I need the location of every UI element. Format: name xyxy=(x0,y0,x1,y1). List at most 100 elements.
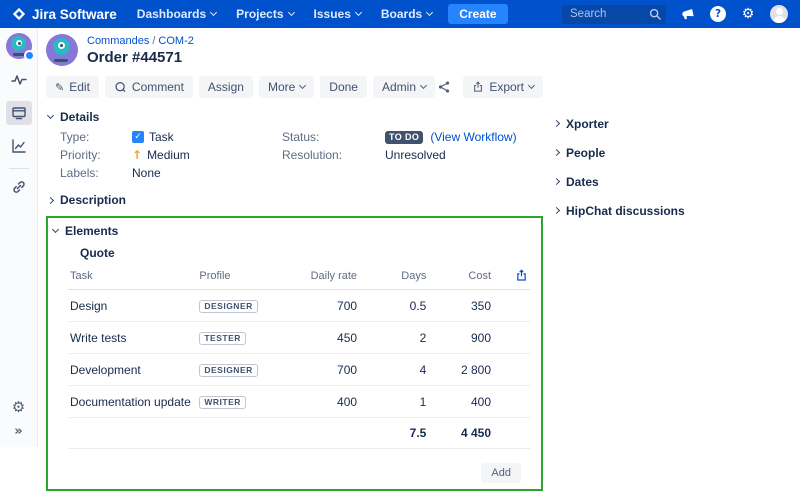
col-days: Days xyxy=(359,263,429,290)
type-label: Type: xyxy=(60,130,90,144)
table-row[interactable]: Development DESIGNER 700 4 2 800 xyxy=(68,353,530,386)
chevron-right-icon xyxy=(552,206,561,215)
comment-bubble-icon xyxy=(115,81,126,92)
project-settings-gear-icon[interactable]: ⚙ xyxy=(11,398,26,416)
sidebar-bottom: ⚙ » xyxy=(12,398,25,439)
table-export-button[interactable] xyxy=(515,269,528,282)
issue-header: Commandes / COM-2 Order #44571 xyxy=(46,34,543,66)
sidebar-item-board[interactable] xyxy=(5,101,32,125)
priority-value: ↑ Medium xyxy=(132,148,190,162)
done-button[interactable]: Done xyxy=(320,76,367,98)
search-icon xyxy=(649,9,661,21)
settings-gear-icon[interactable]: ⚙ xyxy=(741,6,755,22)
help-icon[interactable]: ? xyxy=(710,6,726,22)
panel-hipchat[interactable]: HipChat discussions xyxy=(552,196,790,225)
chevron-down-icon xyxy=(527,81,536,90)
type-value: ✓ Task xyxy=(132,130,282,144)
chevron-down-icon xyxy=(354,8,362,17)
resolution-label: Resolution: xyxy=(282,148,343,162)
status-label: Status: xyxy=(282,130,320,144)
share-icon xyxy=(439,81,450,93)
sidebar-item-activity[interactable] xyxy=(6,68,32,92)
jira-logo[interactable]: Jira Software xyxy=(12,7,117,22)
feedback-megaphone-icon[interactable] xyxy=(679,5,697,23)
chevron-right-icon xyxy=(552,119,561,128)
quote-table: Task Profile Daily rate Days Cost xyxy=(68,263,530,449)
quote-title: Quote xyxy=(80,246,115,260)
menu-boards[interactable]: Boards xyxy=(381,7,434,21)
main-menu: Dashboards Projects Issues Boards xyxy=(137,7,434,21)
menu-issues[interactable]: Issues xyxy=(314,7,362,21)
chart-icon xyxy=(11,139,26,153)
quote-table-header-row: Task Profile Daily rate Days Cost xyxy=(68,263,530,290)
panel-people[interactable]: People xyxy=(552,138,790,167)
board-badge-icon xyxy=(23,50,35,61)
total-cost: 4 450 xyxy=(428,417,494,449)
app-body: ⚙ » Commandes / COM-2 xyxy=(0,28,800,491)
project-avatar[interactable] xyxy=(5,33,35,61)
assign-button[interactable]: Assign xyxy=(198,76,253,98)
share-button[interactable] xyxy=(437,80,451,94)
sidebar-item-reports[interactable] xyxy=(6,134,32,158)
edit-button[interactable]: ✎ Edit xyxy=(46,76,99,98)
breadcrumb-issue-link[interactable]: COM-2 xyxy=(158,34,194,47)
pencil-icon: ✎ xyxy=(55,80,65,94)
chevron-down-icon xyxy=(287,8,295,17)
issue-project-avatar[interactable] xyxy=(46,34,78,66)
totals-row: 7.5 4 450 xyxy=(68,417,530,449)
labels-label: Labels: xyxy=(60,166,99,180)
chevron-down-icon xyxy=(46,111,55,120)
comment-button[interactable]: Comment xyxy=(104,76,193,98)
profile-badge: TESTER xyxy=(199,331,246,345)
pulse-icon xyxy=(10,75,27,85)
link-icon xyxy=(12,181,25,193)
create-button[interactable]: Create xyxy=(448,4,508,24)
main-content: Commandes / COM-2 Order #44571 ✎ Edit Comme… xyxy=(38,28,800,491)
chevron-down-icon xyxy=(210,8,218,17)
col-cost: Cost xyxy=(428,263,494,290)
user-avatar[interactable] xyxy=(770,5,788,23)
board-icon xyxy=(11,107,26,120)
page-title: Order #44571 xyxy=(87,48,183,66)
details-section-header[interactable]: Details xyxy=(46,110,543,124)
export-icon xyxy=(517,269,526,281)
jira-diamond-icon xyxy=(12,7,26,21)
panel-dates[interactable]: Dates xyxy=(552,167,790,196)
export-icon xyxy=(474,81,483,92)
panel-xporter[interactable]: Xporter xyxy=(552,109,790,138)
table-row[interactable]: Design DESIGNER 700 0.5 350 xyxy=(68,289,530,322)
labels-value: None xyxy=(132,166,161,180)
elements-panel: Elements Quote Task Profile Daily rate xyxy=(46,216,543,491)
admin-button[interactable]: Admin xyxy=(372,76,435,98)
view-workflow-link[interactable]: (View Workflow) xyxy=(430,130,517,144)
brand-label: Jira Software xyxy=(32,6,117,22)
table-row[interactable]: Documentation update WRITER 400 1 400 xyxy=(68,385,530,418)
chevron-down-icon xyxy=(426,8,434,17)
search-input[interactable] xyxy=(562,4,666,24)
breadcrumb: Commandes / COM-2 xyxy=(87,34,194,47)
export-button[interactable]: Export xyxy=(463,76,543,98)
description-section-header[interactable]: Description xyxy=(46,193,543,207)
chevron-right-icon xyxy=(552,148,561,157)
navbar-right: ? ⚙ xyxy=(562,4,788,24)
elements-section-header[interactable]: Elements xyxy=(48,224,541,238)
resolution-value: Unresolved xyxy=(385,148,446,162)
expand-sidebar-icon[interactable]: » xyxy=(14,424,23,439)
menu-projects[interactable]: Projects xyxy=(236,7,295,21)
col-task: Task xyxy=(68,263,198,290)
col-daily-rate: Daily rate xyxy=(289,263,360,290)
menu-dashboards[interactable]: Dashboards xyxy=(137,7,218,21)
task-type-icon: ✓ xyxy=(132,131,144,143)
issue-toolbar: ✎ Edit Comment Assign More Done Admin xyxy=(46,76,543,98)
chevron-right-icon xyxy=(552,177,561,186)
breadcrumb-project-link[interactable]: Commandes xyxy=(87,34,150,47)
col-profile: Profile xyxy=(197,263,290,290)
chevron-down-icon xyxy=(299,81,307,90)
sidebar-item-shortcuts[interactable] xyxy=(6,175,32,199)
more-button[interactable]: More xyxy=(258,76,315,98)
priority-label: Priority: xyxy=(60,148,101,162)
table-row[interactable]: Write tests TESTER 450 2 900 xyxy=(68,321,530,354)
add-button[interactable]: Add xyxy=(481,463,521,483)
status-badge: TO DO xyxy=(385,130,424,144)
